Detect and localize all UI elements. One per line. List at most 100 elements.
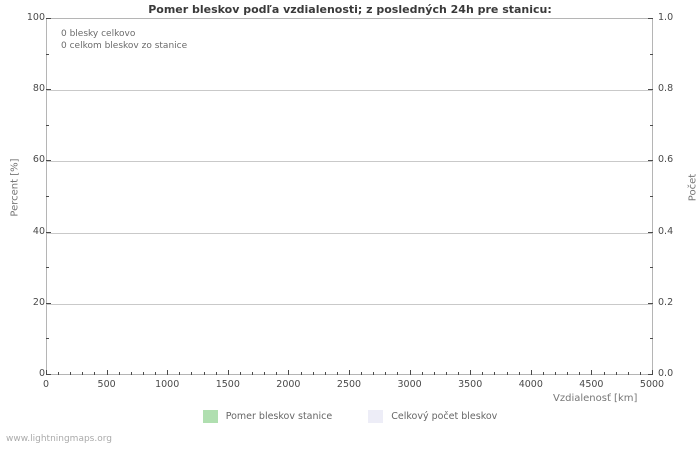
x-axis-tick-minor	[445, 372, 447, 375]
x-axis-tick-minor	[58, 372, 60, 375]
x-axis-tick-major	[46, 370, 47, 375]
y-axis-left-tick-label: 100	[26, 12, 45, 23]
x-axis-tick-major	[530, 370, 532, 375]
x-axis-tick-minor	[94, 372, 96, 375]
x-axis-tick-major	[227, 370, 229, 375]
y-axis-left-tick-major	[46, 18, 51, 19]
x-axis-tick-minor	[458, 372, 460, 375]
x-axis-tick-minor	[130, 372, 132, 375]
y-axis-left-tick-minor	[46, 267, 49, 269]
x-axis-tick-minor	[627, 372, 629, 375]
y-axis-left-tick-label: 80	[32, 83, 45, 95]
x-axis-tick-minor	[215, 372, 217, 375]
legend-label: Pomer bleskov stanice	[225, 411, 333, 422]
x-axis-tick-minor	[603, 372, 605, 375]
y-axis-right-tick-minor	[650, 53, 653, 55]
x-axis-tick-minor	[518, 372, 520, 375]
x-axis-tick-minor	[239, 372, 241, 375]
y-axis-left-tick-label: 20	[32, 296, 45, 308]
x-axis-tick-minor	[70, 372, 72, 375]
y-axis-right-tick-label: 0.0	[658, 368, 674, 379]
x-axis-tick-minor	[312, 372, 314, 375]
x-axis-tick-label: 2500	[336, 379, 362, 390]
x-axis-tick-minor	[494, 372, 496, 375]
x-axis-tick-minor	[397, 372, 399, 375]
x-axis-tick-major	[349, 370, 350, 375]
legend-swatch	[368, 410, 384, 423]
y-axis-right-title: Počet	[687, 173, 699, 202]
x-axis-tick-minor	[118, 372, 120, 375]
chart-title: Pomer bleskov podľa vzdialenosti; z posl…	[148, 3, 552, 16]
y-axis-right-tick-label: 0.6	[658, 154, 674, 166]
x-axis-title: Vzdialenosť [km]	[553, 393, 638, 404]
y-axis-left-tick-label: 0	[38, 368, 45, 379]
y-axis-right-tick-label: 0.4	[658, 225, 674, 237]
y-axis-right-tick-label: 0.8	[658, 83, 674, 95]
y-axis-left-tick-minor	[46, 196, 49, 197]
y-axis-right-tick-minor	[650, 196, 653, 197]
x-axis-tick-minor	[336, 372, 338, 375]
y-axis-left-tick-major	[46, 374, 51, 375]
x-axis-tick-major	[652, 370, 653, 375]
x-axis-tick-label: 2000	[276, 379, 301, 390]
x-axis-tick-minor	[639, 372, 641, 375]
x-axis-tick-minor	[252, 372, 254, 375]
x-axis-tick-minor	[191, 372, 193, 375]
x-axis-tick-minor	[361, 372, 363, 375]
y-axis-left-tick-minor	[46, 53, 49, 55]
y-axis-left-tick-major	[46, 302, 51, 304]
gridline	[47, 90, 652, 92]
x-axis-tick-minor	[264, 372, 266, 375]
y-axis-left-tick-major	[46, 160, 51, 162]
x-axis-tick-major	[470, 370, 472, 375]
x-axis-tick-major	[409, 370, 411, 375]
plot-annotation: 0 blesky celkovo 0 celkom bleskov zo sta…	[61, 28, 187, 52]
x-axis-tick-major	[106, 370, 108, 375]
x-axis-tick-minor	[300, 372, 302, 375]
gridline	[47, 232, 652, 234]
y-axis-right-tick-minor	[650, 267, 653, 269]
x-axis-tick-label: 3500	[458, 379, 483, 390]
y-axis-right-tick-major	[648, 160, 653, 162]
x-axis-tick-label: 4000	[518, 379, 543, 390]
x-axis-tick-label: 5000	[639, 379, 665, 390]
x-axis-tick-minor	[579, 372, 581, 375]
legend-swatch	[202, 410, 218, 423]
y-axis-right-tick-minor	[650, 124, 653, 126]
gridline	[47, 303, 652, 305]
legend-label: Celkový počet bleskov	[391, 411, 498, 422]
y-axis-right-tick-major	[648, 302, 653, 304]
x-axis-tick-label: 4500	[579, 379, 604, 390]
annotation-line-2: 0 celkom bleskov zo stanice	[61, 41, 188, 51]
y-axis-left-tick-label: 60	[32, 154, 45, 166]
x-axis-tick-minor	[433, 372, 435, 375]
x-axis-tick-major	[167, 370, 169, 375]
x-axis-tick-minor	[142, 372, 144, 375]
x-axis-tick-label: 1500	[215, 379, 240, 390]
x-axis-tick-minor	[155, 372, 157, 375]
x-axis-tick-minor	[555, 372, 557, 375]
x-axis-tick-label: 1000	[155, 379, 180, 390]
y-axis-right-tick-minor	[650, 338, 653, 340]
y-axis-left-title: Percent [%]	[9, 158, 21, 217]
plot-area: 0 blesky celkovo 0 celkom bleskov zo sta…	[46, 18, 653, 375]
x-axis-tick-minor	[567, 372, 569, 375]
x-axis-tick-minor	[276, 372, 278, 375]
x-axis-tick-minor	[615, 372, 617, 375]
x-axis-tick-minor	[324, 372, 326, 375]
legend-item[interactable]: Pomer bleskov stanice	[202, 410, 333, 423]
y-axis-right-tick-label: 1.0	[658, 12, 674, 23]
y-axis-left-tick-minor	[46, 124, 49, 126]
annotation-line-1: 0 blesky celkovo	[61, 29, 136, 39]
y-axis-left-tick-label: 40	[32, 225, 45, 237]
y-axis-left-tick-major	[46, 89, 51, 91]
y-axis-right-tick-major	[648, 18, 653, 19]
x-axis-tick-minor	[421, 372, 423, 375]
x-axis-tick-major	[288, 370, 290, 375]
x-axis-tick-minor	[179, 372, 181, 375]
footer-watermark: www.lightningmaps.org	[6, 434, 112, 444]
legend-item[interactable]: Celkový počet bleskov	[368, 410, 497, 423]
y-axis-left-tick-minor	[46, 338, 49, 340]
y-axis-right-tick-major	[648, 374, 653, 375]
x-axis-tick-minor	[203, 372, 205, 375]
